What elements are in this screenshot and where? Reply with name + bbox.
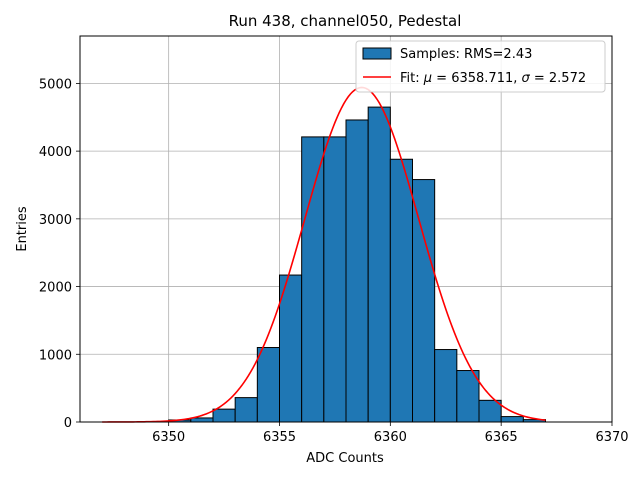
y-axis-label: Entries bbox=[15, 206, 30, 252]
histogram-bar bbox=[279, 274, 303, 423]
histogram-bar bbox=[389, 158, 414, 423]
histogram-bar bbox=[500, 416, 524, 423]
x-tick-label: 6370 bbox=[595, 430, 628, 445]
histogram-bar bbox=[212, 408, 236, 423]
histogram-bar bbox=[323, 136, 347, 423]
y-tick-label: 4000 bbox=[39, 145, 72, 160]
y-tick-label: 0 bbox=[64, 416, 72, 431]
histogram-bar bbox=[367, 106, 391, 423]
x-tick-label: 6355 bbox=[263, 430, 296, 445]
y-tick-label: 1000 bbox=[39, 348, 72, 363]
histogram-bar bbox=[234, 397, 258, 423]
x-tick-label: 6350 bbox=[152, 430, 185, 445]
chart-title: Run 438, channel050, Pedestal bbox=[229, 12, 462, 30]
y-tick-label: 5000 bbox=[39, 77, 72, 92]
legend-swatch-samples bbox=[362, 47, 392, 60]
legend-label-fit: Fit: μ = 6358.711, σ = 2.572 bbox=[400, 71, 586, 86]
x-tick-label: 6360 bbox=[374, 430, 407, 445]
x-tick-label: 6365 bbox=[485, 430, 518, 445]
histogram-bar bbox=[412, 179, 436, 423]
x-axis-ticks: 6350 6355 6360 6365 6370 bbox=[152, 422, 629, 445]
histogram-bar bbox=[301, 136, 325, 423]
histogram-bar bbox=[456, 370, 480, 423]
legend: Samples: RMS=2.43 Fit: μ = 6358.711, σ =… bbox=[355, 40, 606, 93]
histogram-bar bbox=[256, 347, 281, 423]
y-tick-label: 3000 bbox=[39, 213, 72, 228]
legend-label-samples: Samples: RMS=2.43 bbox=[400, 47, 532, 62]
fit-curve bbox=[102, 86, 546, 423]
histogram-bar bbox=[434, 349, 458, 423]
histogram-bar bbox=[345, 119, 369, 423]
histogram-bar bbox=[190, 417, 214, 423]
legend-frame bbox=[355, 40, 606, 93]
y-axis-ticks: 0 1000 2000 3000 4000 5000 bbox=[39, 77, 80, 431]
histogram-bars bbox=[168, 106, 546, 423]
y-tick-label: 2000 bbox=[39, 281, 72, 296]
plot-frame bbox=[79, 35, 613, 423]
x-axis-label: ADC Counts bbox=[306, 451, 384, 466]
